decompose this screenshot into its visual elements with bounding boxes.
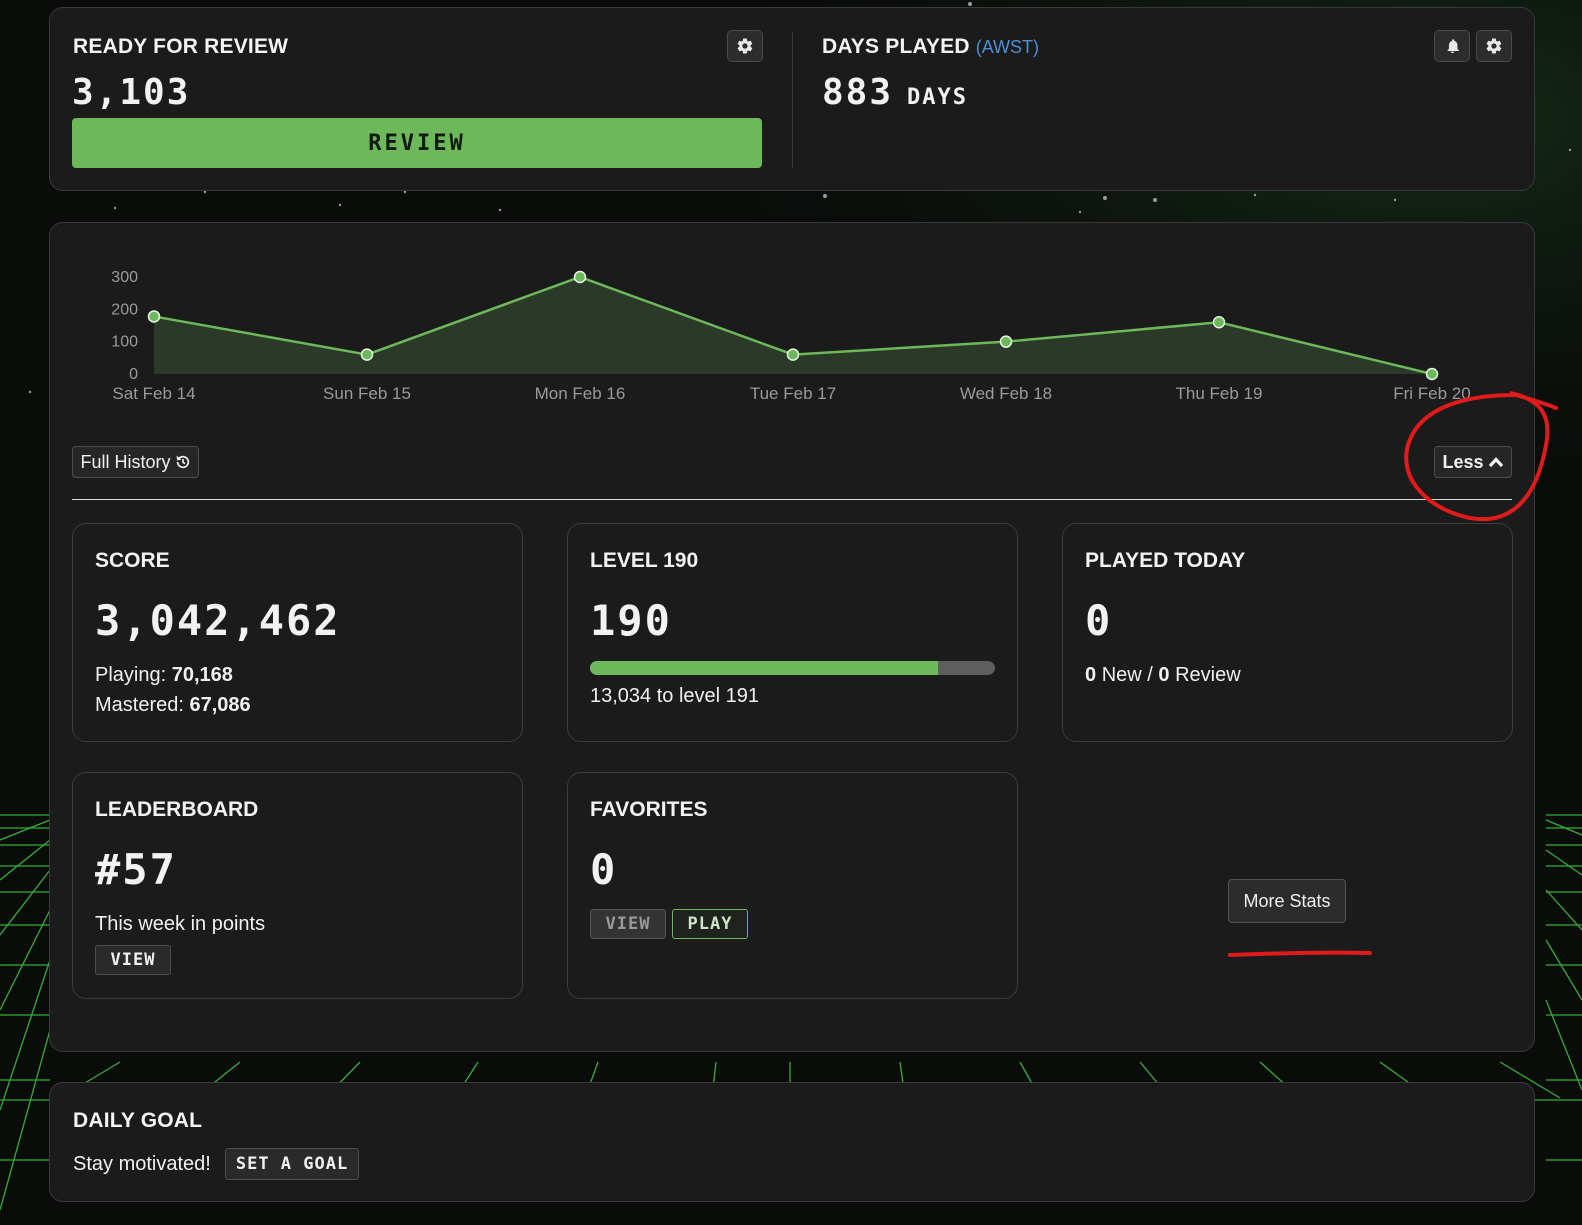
daily-goal-card: DAILY GOAL Stay motivated! SET A GOAL bbox=[49, 1082, 1535, 1202]
mastered-stat: Mastered: 67,086 bbox=[95, 694, 251, 717]
new-label: New / bbox=[1101, 664, 1153, 686]
chart-area-fill bbox=[154, 277, 1432, 374]
review-today-label: Review bbox=[1175, 664, 1241, 686]
divider-vertical bbox=[792, 32, 793, 168]
y-tick-label: 0 bbox=[129, 366, 138, 383]
leaderboard-view-button[interactable]: VIEW bbox=[95, 945, 171, 975]
playing-value: 70,168 bbox=[171, 664, 233, 686]
chart-point[interactable] bbox=[573, 270, 587, 284]
x-tick-label: Fri Feb 20 bbox=[1393, 384, 1470, 403]
level-to-next: 13,034 to level 191 bbox=[590, 685, 760, 707]
days-played-value: 883 DAYS bbox=[822, 72, 968, 113]
level-title: LEVEL 190 bbox=[590, 549, 699, 572]
set-goal-button[interactable]: SET A GOAL bbox=[224, 1148, 360, 1180]
favorites-title: FAVORITES bbox=[590, 798, 708, 821]
chart-point[interactable] bbox=[1212, 316, 1226, 329]
bell-icon bbox=[1447, 39, 1459, 54]
score-card: SCORE 3,042,462 Playing: 70,168 Mastered… bbox=[72, 523, 523, 742]
level-value: 190 bbox=[590, 596, 672, 645]
chart-points bbox=[147, 270, 1439, 381]
level-progress-bar bbox=[590, 661, 995, 675]
y-tick-label: 100 bbox=[111, 334, 138, 351]
favorites-value: 0 bbox=[590, 845, 618, 894]
x-tick-label: Mon Feb 16 bbox=[535, 384, 626, 403]
gear-icon bbox=[1486, 38, 1502, 54]
review-count: 3,103 bbox=[72, 72, 191, 113]
history-icon bbox=[176, 455, 189, 469]
y-tick-label: 300 bbox=[111, 269, 138, 286]
section-divider bbox=[72, 499, 1512, 500]
review-settings-button[interactable] bbox=[727, 30, 763, 62]
played-today-card: PLAYED TODAY 0 0 New / 0 Review bbox=[1062, 523, 1513, 742]
x-tick-label: Sun Feb 15 bbox=[323, 384, 411, 403]
leaderboard-title: LEADERBOARD bbox=[95, 798, 259, 821]
days-count: 883 bbox=[822, 72, 894, 113]
daily-goal-text: Stay motivated! bbox=[73, 1152, 211, 1175]
leaderboard-rank: #57 bbox=[95, 845, 177, 894]
x-axis: Sat Feb 14 Sun Feb 15 Mon Feb 16 Tue Feb 17… bbox=[112, 384, 1470, 403]
played-today-value: 0 bbox=[1085, 596, 1113, 645]
x-tick-label: Sat Feb 14 bbox=[112, 384, 195, 403]
less-label: Less bbox=[1442, 451, 1484, 472]
gear-icon bbox=[737, 38, 753, 54]
timezone-label[interactable]: (AWST) bbox=[975, 37, 1040, 57]
x-tick-label: Tue Feb 17 bbox=[750, 384, 836, 403]
days-played-header: DAYS PLAYED (AWST) bbox=[822, 35, 1039, 59]
days-played-title: DAYS PLAYED bbox=[822, 35, 970, 58]
level-card: LEVEL 190 190 13,034 to level 191 bbox=[567, 523, 1018, 742]
score-value: 3,042,462 bbox=[95, 596, 341, 645]
daily-goal-row: Stay motivated! SET A GOAL bbox=[73, 1148, 360, 1180]
chevron-up-icon bbox=[1488, 457, 1503, 468]
chart-point[interactable] bbox=[1425, 367, 1439, 381]
review-today-count: 0 bbox=[1158, 664, 1170, 686]
favorites-card: FAVORITES 0 VIEW PLAY bbox=[567, 772, 1018, 999]
less-button[interactable]: Less bbox=[1434, 446, 1512, 478]
daily-goal-title: DAILY GOAL bbox=[73, 1109, 203, 1132]
y-axis: 300 200 100 0 bbox=[111, 269, 138, 383]
top-summary-card: READY FOR REVIEW 3,103 REVIEW DAYS PLAYE… bbox=[49, 7, 1535, 191]
leaderboard-subtitle: This week in points bbox=[95, 913, 266, 935]
activity-line-chart: 300 200 100 0 Sat Feb 14 Sun Feb 15 Mon Feb 1… bbox=[111, 269, 1470, 403]
new-count: 0 bbox=[1085, 664, 1097, 686]
chart-point[interactable] bbox=[786, 348, 800, 361]
mastered-value: 67,086 bbox=[189, 694, 251, 716]
chart-point[interactable] bbox=[999, 335, 1013, 348]
x-tick-label: Thu Feb 19 bbox=[1176, 384, 1263, 403]
playing-label: Playing: bbox=[95, 664, 167, 686]
mastered-label: Mastered: bbox=[95, 694, 184, 716]
more-stats-button[interactable]: More Stats bbox=[1228, 879, 1346, 923]
chart-point[interactable] bbox=[360, 348, 374, 361]
stats-card: 300 200 100 0 Sat Feb 14 Sun Feb 15 Mon Feb 1… bbox=[49, 222, 1535, 1052]
y-tick-label: 200 bbox=[111, 301, 138, 318]
days-settings-button[interactable] bbox=[1476, 30, 1512, 62]
chart-point[interactable] bbox=[147, 310, 161, 323]
review-button[interactable]: REVIEW bbox=[72, 118, 762, 168]
review-title: READY FOR REVIEW bbox=[73, 35, 289, 58]
x-tick-label: Wed Feb 18 bbox=[960, 384, 1052, 403]
days-unit: DAYS bbox=[907, 85, 969, 110]
full-history-label: Full History bbox=[80, 451, 171, 472]
full-history-button[interactable]: Full History bbox=[72, 446, 199, 478]
playing-stat: Playing: 70,168 bbox=[95, 664, 233, 687]
leaderboard-card: LEADERBOARD #57 This week in points VIEW bbox=[72, 772, 523, 999]
score-title: SCORE bbox=[95, 549, 170, 572]
played-today-breakdown: 0 New / 0 Review bbox=[1085, 664, 1241, 687]
notifications-button[interactable] bbox=[1434, 30, 1470, 62]
played-today-title: PLAYED TODAY bbox=[1085, 549, 1246, 572]
level-progress-fill bbox=[590, 661, 939, 675]
favorites-view-button[interactable]: VIEW bbox=[590, 909, 666, 939]
favorites-play-button[interactable]: PLAY bbox=[672, 909, 748, 939]
